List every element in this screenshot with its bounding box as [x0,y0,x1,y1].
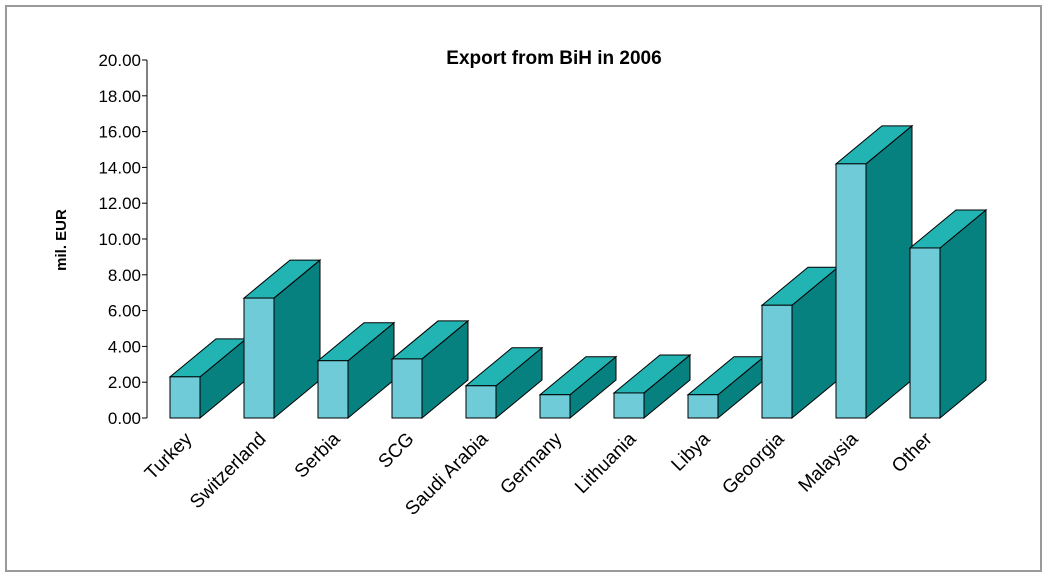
y-tick-label: 6.00 [108,302,141,321]
y-tick-label: 18.00 [98,87,141,106]
bar-front [169,376,201,419]
y-axis-label: mil. EUR [53,209,70,271]
y-tick-label: 0.00 [108,409,141,428]
y-tick-label: 20.00 [98,51,141,70]
x-tick-label: Lithuania [571,428,641,498]
bar-front [539,394,571,419]
x-tick-label: Germany [496,428,566,498]
bar-malaysia [834,124,914,420]
x-tick-label: Libya [668,428,715,475]
y-tick-label: 16.00 [98,123,141,142]
bar-front [391,358,423,419]
bar-front [835,163,867,419]
x-tick-label: Malaysia [795,428,863,496]
x-tick-label: SCG [375,429,419,473]
bar-saudi-arabia [464,346,544,420]
x-tick-label: Serbia [291,428,345,482]
bar-front [317,360,349,419]
bar-side [865,124,913,420]
x-tick-label: Other [888,428,937,477]
bar-scg [390,319,470,420]
x-tick-label: Turkey [141,428,197,484]
y-tick-label: 2.00 [108,373,141,392]
bar-turkey [168,337,248,420]
y-tick-label: 14.00 [98,158,141,177]
bar-germany [538,355,618,420]
y-tick-label: 10.00 [98,230,141,249]
y-axis: 0.00 2.00 4.00 6.00 8.00 10.00 12.00 14.00 16.00… [98,51,148,428]
bar-front [761,304,793,419]
bars-group [168,124,988,420]
y-tick-label: 4.00 [108,337,141,356]
chart-title: Export from BiH in 2006 [446,48,661,69]
bar-front [687,394,719,419]
bar-front [465,385,497,419]
bar-geoorgia [760,266,840,420]
bar-libya [686,355,766,420]
x-tick-label: Switzerland [186,429,270,513]
bar-front [909,247,941,419]
bar-lithuania [612,353,692,420]
bar-front [243,297,275,419]
y-tick-label: 8.00 [108,266,141,285]
bar-front [613,392,645,419]
x-tick-label: Geoorgia [718,428,788,498]
bar-serbia [316,321,396,420]
bar-other [908,208,988,420]
bar-switzerland [242,259,322,420]
y-tick-label: 12.00 [98,194,141,213]
